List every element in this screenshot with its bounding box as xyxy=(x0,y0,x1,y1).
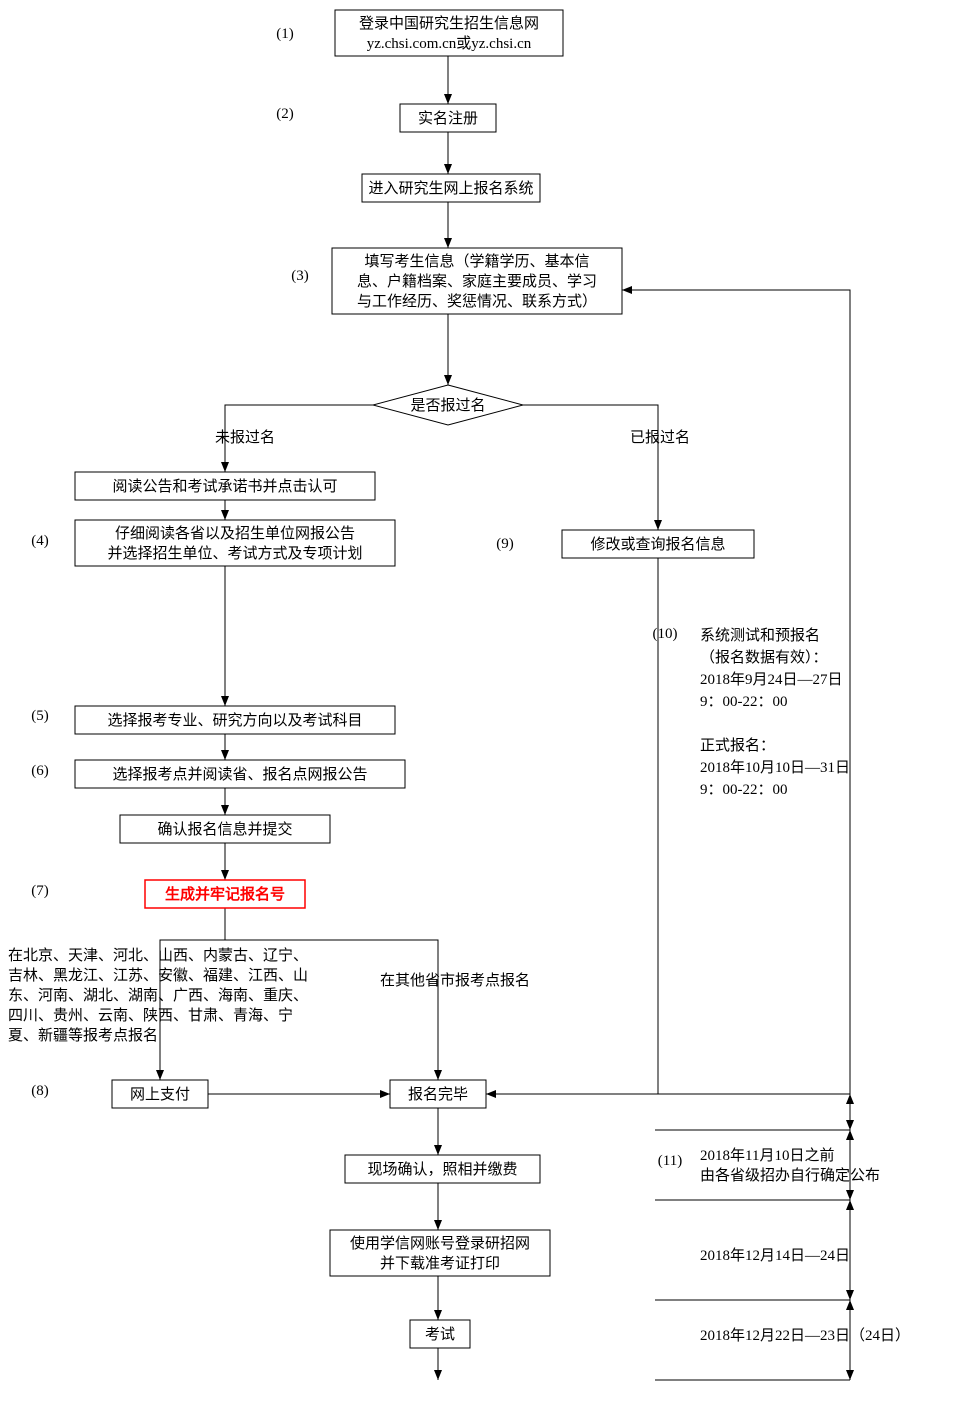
step-number: (11) xyxy=(658,1153,682,1169)
text-b_download: 并下载准考证打印 xyxy=(380,1255,500,1272)
provinces-text: 东、河南、湖北、湖南、广西、海南、重庆、 xyxy=(8,987,308,1004)
step-number: (4) xyxy=(31,533,49,549)
text-b_enter: 进入研究生网上报名系统 xyxy=(368,180,533,197)
step-number: (5) xyxy=(31,708,49,724)
step-number: (1) xyxy=(276,26,294,42)
text-b_login: yz.chsi.com.cn或yz.chsi.cn xyxy=(367,35,532,52)
other-site-text: 在其他省市报考点报名 xyxy=(380,972,530,989)
step-number: (7) xyxy=(31,883,49,899)
text-b_onsite: 现场确认，照相并缴费 xyxy=(367,1161,517,1178)
branch-left: 未报过名 xyxy=(215,429,275,446)
text-b_site: 选择报考点并阅读省、报名点网报公告 xyxy=(112,766,367,783)
provinces-text: 四川、贵州、云南、陕西、甘肃、青海、宁 xyxy=(8,1007,293,1024)
step-number: (8) xyxy=(31,1083,49,1099)
info10-text: 系统测试和预报名 xyxy=(700,627,820,644)
text-b_pay: 网上支付 xyxy=(130,1086,190,1103)
branch-right: 已报过名 xyxy=(630,429,690,446)
text-b_done: 报名完毕 xyxy=(408,1086,468,1103)
info10-text: 正式报名： xyxy=(700,737,775,754)
info10-text: 9：00-22：00 xyxy=(700,782,788,798)
info10-text: 2018年10月10日—31日 xyxy=(700,759,850,776)
text-b_fill: 与工作经历、奖惩情况、联系方式） xyxy=(357,293,597,310)
step-number: (9) xyxy=(496,536,514,552)
flowchart: 是否报过名 登录中国研究生招生信息网 yz.chsi.com.cn或yz.chsi.… xyxy=(0,0,954,1421)
text-b_confirm: 确认报名信息并提交 xyxy=(157,820,292,838)
step-number: (6) xyxy=(31,763,49,779)
text-b_read: 仔细阅读各省以及招生单位网报公告 xyxy=(115,525,355,542)
text-b_read: 并选择招生单位、考试方式及专项计划 xyxy=(107,545,362,562)
info11-text: 2018年11月10日之前 xyxy=(700,1147,834,1164)
info10-text: 2018年9月24日—27日 xyxy=(700,671,843,688)
step-number: (2) xyxy=(276,106,294,122)
text-b_major: 选择报考专业、研究方向以及考试科目 xyxy=(107,712,362,729)
text-b_login: 登录中国研究生招生信息网 xyxy=(359,15,539,32)
provinces-text: 在北京、天津、河北、山西、内蒙古、辽宁、 xyxy=(8,947,308,964)
provinces-text: 吉林、黑龙江、江苏、安徽、福建、江西、山 xyxy=(8,967,308,984)
info-exam-text: 2018年12月22日—23日（24日） xyxy=(700,1327,910,1344)
provinces-text: 夏、新疆等报考点报名 xyxy=(8,1026,158,1044)
text-b_register: 实名注册 xyxy=(418,110,478,127)
text-b_fill: 息、户籍档案、家庭主要成员、学习 xyxy=(357,272,597,290)
text-b_exam: 考试 xyxy=(425,1326,455,1343)
info11-text: 由各省级招办自行确定公布 xyxy=(700,1167,880,1184)
info-download-text: 2018年12月14日—24日 xyxy=(700,1247,850,1264)
info10-text: 9：00-22：00 xyxy=(700,694,788,710)
info10-text: （报名数据有效）： xyxy=(700,649,828,666)
text-b_fill: 填写考生信息（学籍学历、基本信 xyxy=(364,253,589,270)
text-b_announce: 阅读公告和考试承诺书并点击认可 xyxy=(112,478,337,495)
text-b_gen: 生成并牢记报名号 xyxy=(165,885,285,903)
decision-label: 是否报过名 xyxy=(410,397,485,414)
step-number: (3) xyxy=(291,268,309,284)
text-b_download: 使用学信网账号登录研招网 xyxy=(350,1235,530,1252)
step-number: (10) xyxy=(653,626,678,642)
text-b_modify: 修改或查询报名信息 xyxy=(590,536,725,553)
